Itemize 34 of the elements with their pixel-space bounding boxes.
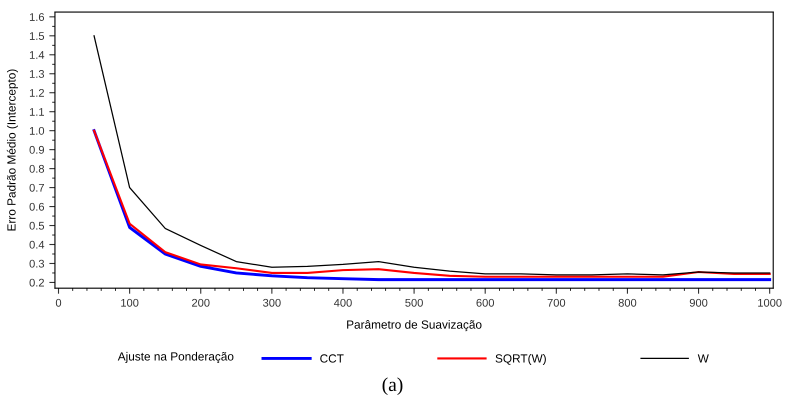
y-tick-label: 1.4 (30, 51, 44, 59)
x-tick-label: 500 (405, 298, 423, 307)
x-tick-label: 300 (263, 298, 281, 307)
y-tick-label: 0.9 (30, 146, 44, 154)
y-tick-label: 1.0 (30, 126, 44, 135)
y-tick-label: 0.5 (30, 222, 44, 230)
x-tick-label: 0 (56, 298, 62, 307)
x-tick-label: 100 (121, 298, 138, 307)
y-tick-label: 0.8 (30, 164, 44, 173)
x-axis-title: Parâmetro de Suavização (347, 320, 482, 332)
legend-label: CCT (320, 354, 344, 363)
y-tick-label: 0.2 (30, 278, 44, 287)
text: (a) (382, 377, 402, 396)
y-tick-label: 0.7 (30, 184, 44, 192)
y-tick-label: 1.3 (30, 70, 44, 78)
y-tick-label: 1.5 (30, 32, 44, 40)
x-tick-label: 900 (690, 298, 708, 307)
x-tick-label: 400 (334, 298, 352, 307)
y-axis-title: Erro Padrão Médio (Intercepto) (6, 69, 18, 231)
line-series (93, 35, 770, 276)
legend-label: W (698, 354, 709, 363)
y-tick-label: 0.3 (30, 260, 44, 268)
y-tick-label: 0.6 (30, 202, 44, 211)
x-tick-label: 200 (192, 298, 210, 307)
legend-label: SQRT(W) (496, 354, 546, 365)
x-tick-label: 600 (476, 298, 494, 307)
y-tick-label: 1.2 (30, 88, 44, 97)
y-tick-label: 1.6 (30, 13, 44, 21)
x-tick-label: 1000 (758, 298, 782, 307)
x-tick-label: 800 (618, 298, 636, 307)
x-tick-label: 700 (548, 298, 566, 307)
y-tick-label: 1.1 (30, 108, 44, 116)
legend-title: Ajuste na Ponderação (118, 352, 234, 363)
y-tick-label: 0.4 (30, 240, 44, 249)
